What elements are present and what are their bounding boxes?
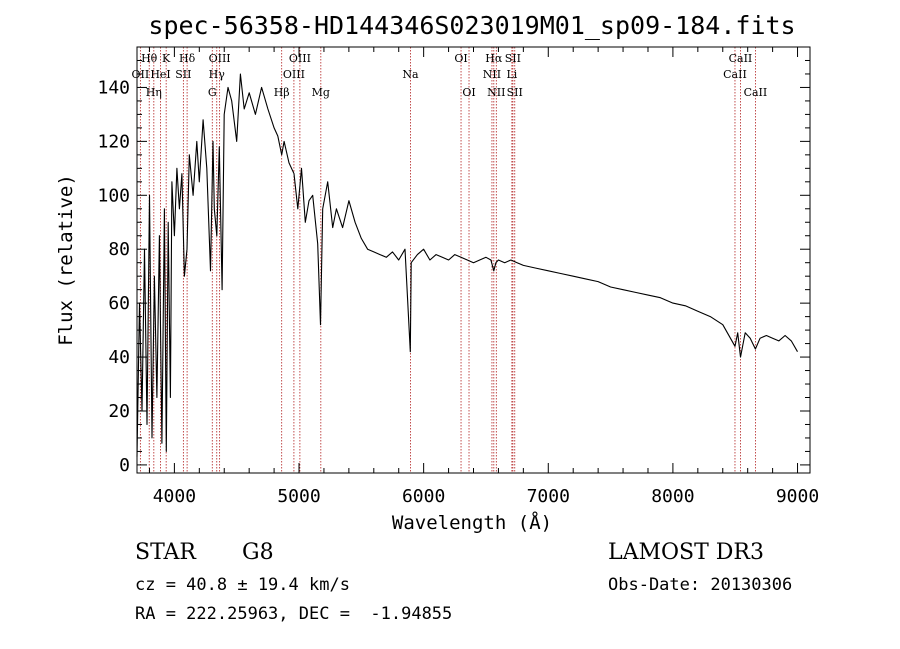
line-label-9: OIII [209,52,231,65]
y-tick-label: 20 [108,401,130,422]
line-label-15: OI [454,52,467,65]
line-label-25: CaII [744,86,768,99]
x-axis-label: Wavelength (Å) [392,511,552,534]
y-tick-label: 40 [108,347,130,368]
spectral-subclass: G8 [242,540,274,565]
line-label-1: Hθ [141,52,158,65]
x-tick-label: 5000 [277,486,320,507]
line-label-20: Li [506,68,517,81]
y-tick-label: 120 [97,131,130,152]
survey-name: LAMOST DR3 [608,540,764,565]
line-label-3: HeI [150,68,170,81]
line-label-13: Mg [312,86,330,99]
line-label-8: Hγ [209,68,226,81]
sky-coordinates: RA = 222.25963, DEC = -1.94855 [135,604,453,624]
chart-title: spec-56358-HD144346S023019M01_sp09-184.f… [148,11,795,40]
x-tick-label: 4000 [153,486,196,507]
y-tick-label: 140 [97,77,130,98]
line-label-24: CaII [729,52,753,65]
x-axis-ticks: 4000 5000 6000 7000 8000 9000 [148,47,819,507]
y-axis-label: Flux (relative) [55,174,77,346]
y-tick-label: 0 [119,455,130,476]
x-tick-label: 8000 [651,486,694,507]
line-label-21: SII [505,52,521,65]
line-label-17: NII [483,68,501,81]
line-label-4: K [162,52,171,65]
observation-date: Obs-Date: 20130306 [608,575,793,595]
line-label-11: OIII [283,68,305,81]
line-label-22: SII [507,86,523,99]
redshift-velocity: cz = 40.8 ± 19.4 km/s [135,575,350,595]
line-label-18: Hα [485,52,503,65]
line-label-19: NII [487,86,505,99]
x-tick-label: 7000 [527,486,570,507]
emission-line-labels: OII Hθ Hη HeI K SII Hδ G Hγ OIII Hβ OIII OIII Mg Na OI O… [132,52,768,99]
line-label-5: SII [175,68,191,81]
line-label-16: OI [462,86,475,99]
line-label-12: OIII [289,52,311,65]
line-label-23: CaII [723,68,747,81]
line-label-2: Hη [146,86,162,99]
x-tick-label: 6000 [402,486,445,507]
line-label-7: G [208,86,217,99]
line-label-10: Hβ [274,86,290,99]
line-label-6: Hδ [179,52,196,65]
spectrum-series-line [136,73,798,457]
y-tick-label: 100 [97,185,130,206]
y-tick-label: 80 [108,239,130,260]
y-axis-ticks: 0 20 40 60 80 100 120 140 [97,59,810,476]
line-label-0: OII [132,68,150,81]
y-tick-label: 60 [108,293,130,314]
line-label-14: Na [402,68,419,81]
object-class: STAR [135,540,196,565]
x-tick-label: 9000 [776,486,819,507]
